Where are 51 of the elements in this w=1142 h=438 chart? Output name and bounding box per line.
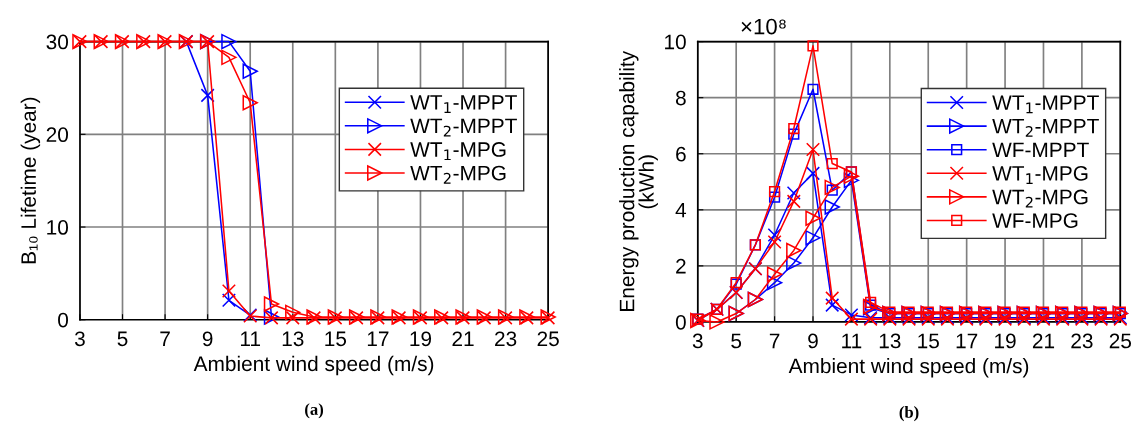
x-tick-label: 5 bbox=[731, 333, 742, 349]
x-tick-label: 13 bbox=[879, 333, 901, 349]
x-tick-label: 17 bbox=[367, 331, 389, 346]
x-tick-label: 23 bbox=[495, 331, 517, 347]
x-tick-label: 7 bbox=[769, 333, 780, 349]
legend-label: WT$_{2}$-MPPT bbox=[410, 118, 517, 137]
y-tick-label: 2 bbox=[676, 258, 686, 274]
legend-label: WT$_{1}$-MPG bbox=[992, 165, 1088, 184]
x-tick-label: 3 bbox=[74, 331, 85, 347]
y-axis-title: Energy production capability (kWh) bbox=[619, 50, 658, 311]
x-axis-title: Ambient wind speed (m/s) bbox=[193, 355, 434, 376]
x-tick-label: 5 bbox=[117, 331, 128, 347]
text: (a) bbox=[305, 403, 324, 419]
x-tick-label: 15 bbox=[325, 331, 347, 347]
legend-label: WT$_{2}$-MPG bbox=[410, 165, 506, 184]
x-axis-title: Ambient wind speed (m/s) bbox=[788, 358, 1029, 378]
x-tick-label: 7 bbox=[160, 331, 170, 346]
x-tick-label: 21 bbox=[452, 331, 474, 346]
y-tick-label: 6 bbox=[676, 146, 686, 162]
x-tick-label: 21 bbox=[1032, 333, 1055, 349]
legend-label: WT$_{2}$-MPPT bbox=[992, 119, 1099, 137]
legend-label: WT$_{1}$-MPPT bbox=[410, 95, 517, 113]
x-tick-label: 11 bbox=[842, 333, 862, 349]
y-tick-label: 10 bbox=[665, 34, 686, 50]
x-tick-label: 17 bbox=[956, 333, 978, 349]
legend-label: WT$_{2}$-MPG bbox=[992, 189, 1088, 208]
legend-label: WF-MPPT bbox=[992, 142, 1089, 157]
y-axis-title: B₁₀ Lifetime (year) bbox=[20, 97, 41, 264]
legend-label: WT$_{1}$-MPPT bbox=[992, 95, 1099, 114]
x-tick-label: 3 bbox=[692, 333, 703, 349]
text: ×10⁸ bbox=[741, 18, 786, 35]
y-tick-label: 8 bbox=[675, 90, 686, 106]
y-tick-label: 0 bbox=[675, 314, 686, 330]
text: (b) bbox=[899, 406, 919, 422]
y-tick-label: 20 bbox=[46, 127, 69, 143]
y-tick-label: 0 bbox=[58, 312, 69, 328]
x-tick-label: 23 bbox=[1071, 333, 1093, 349]
x-tick-label: 19 bbox=[995, 333, 1016, 349]
x-tick-label: 15 bbox=[918, 333, 939, 349]
x-tick-label: 25 bbox=[537, 331, 559, 347]
legend-label: WT$_{1}$-MPG bbox=[410, 142, 506, 161]
y-tick-label: 10 bbox=[47, 220, 69, 235]
y-tick-label: 30 bbox=[46, 34, 69, 50]
x-tick-label: 13 bbox=[282, 331, 304, 347]
legend-label: WF-MPG bbox=[992, 213, 1078, 228]
x-tick-label: 11 bbox=[240, 331, 260, 346]
x-tick-label: 9 bbox=[202, 331, 213, 347]
y-tick-label: 4 bbox=[675, 203, 687, 218]
x-tick-label: 9 bbox=[808, 333, 818, 349]
x-tick-label: 25 bbox=[1109, 333, 1132, 349]
x-tick-label: 19 bbox=[410, 331, 432, 347]
